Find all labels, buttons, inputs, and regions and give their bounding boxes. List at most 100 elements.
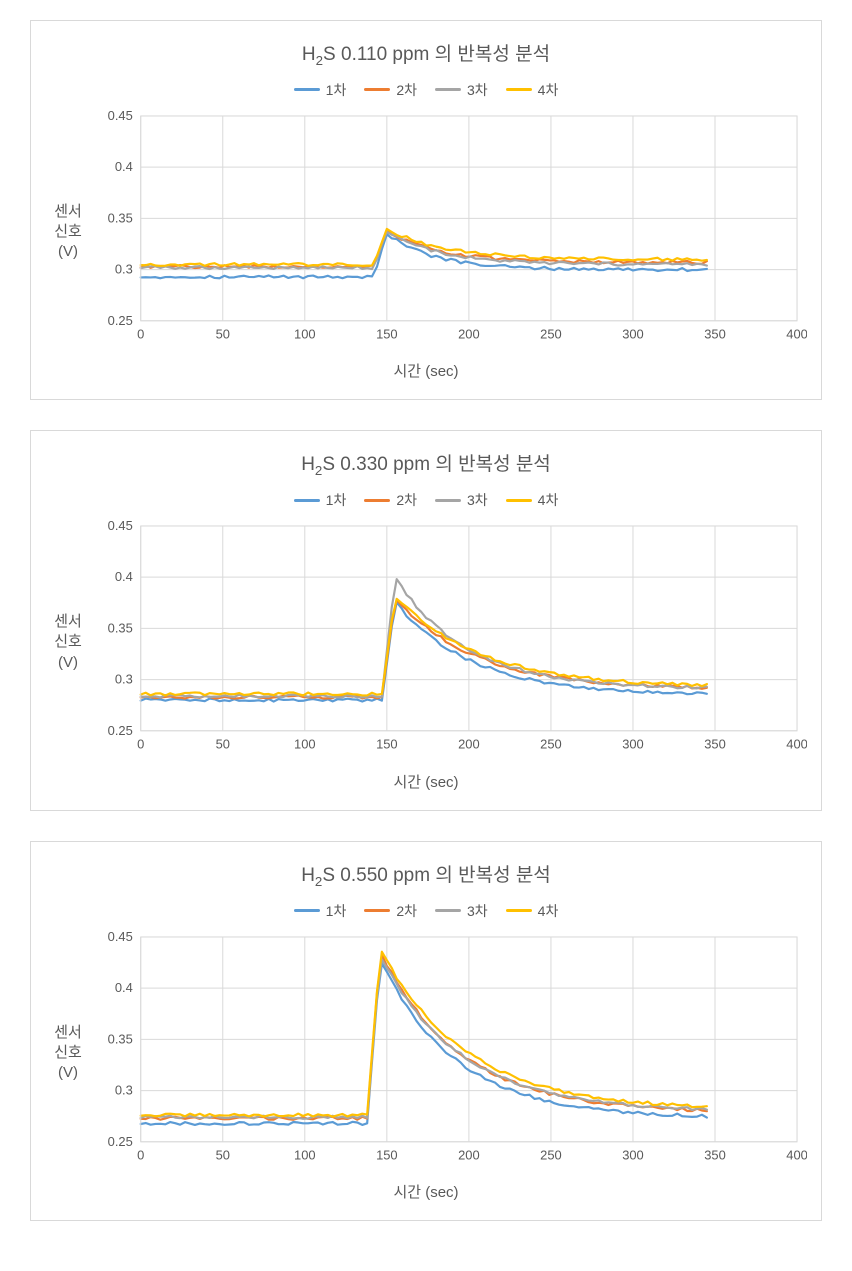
y-tick-label: 0.35 [108,621,133,636]
chart-svg: 0.250.30.350.40.450501001502002503003504… [91,518,807,767]
legend-item: 3차 [435,80,488,100]
x-axis-label: 시간 (sec) [45,771,807,792]
x-tick-label: 300 [622,1147,644,1162]
x-tick-label: 0 [137,1147,144,1162]
chart-legend: 1차 2차 3차 4차 [45,80,807,100]
x-tick-label: 200 [458,327,480,342]
legend-label: 2차 [396,901,417,921]
y-tick-label: 0.45 [108,108,133,123]
y-axis-label: 센서신호(V) [45,202,91,263]
legend-label: 2차 [396,80,417,100]
chart-legend: 1차 2차 3차 4차 [45,901,807,921]
chart-title: H2S 0.550 ppm 의 반복성 분석 [45,860,807,889]
x-tick-label: 50 [216,1147,230,1162]
y-tick-label: 0.25 [108,723,133,738]
legend-label: 4차 [538,80,559,100]
x-tick-label: 300 [622,737,644,752]
legend-item: 4차 [506,901,559,921]
legend-swatch [364,909,390,912]
legend-swatch [435,88,461,91]
legend-label: 2차 [396,490,417,510]
chart-card: H2S 0.550 ppm 의 반복성 분석 1차 2차 3차 4차센서신호(V) 0.2… [30,841,822,1221]
legend-swatch [294,909,320,912]
y-axis-label-line: 센서 [54,1023,82,1043]
chart-body: 센서신호(V)0.250.30.350.40.45050100150200250… [45,108,807,357]
x-tick-label: 300 [622,327,644,342]
legend-label: 4차 [538,490,559,510]
plot-box: 0.250.30.350.40.450501001502002503003504… [91,518,807,767]
y-axis-label-line: 신호 [54,632,82,652]
legend-swatch [364,88,390,91]
legend-swatch [506,909,532,912]
legend-label: 3차 [467,80,488,100]
legend-swatch [435,499,461,502]
x-axis-label: 시간 (sec) [45,360,807,381]
chart-card: H2S 0.330 ppm 의 반복성 분석 1차 2차 3차 4차센서신호(V) 0.2… [30,430,822,810]
x-tick-label: 350 [704,737,726,752]
legend-item: 4차 [506,80,559,100]
legend-label: 4차 [538,901,559,921]
x-axis-label: 시간 (sec) [45,1181,807,1202]
y-tick-label: 0.3 [115,672,133,687]
y-tick-label: 0.25 [108,1133,133,1148]
x-tick-label: 350 [704,327,726,342]
chart-svg: 0.250.30.350.40.450501001502002503003504… [91,929,807,1178]
y-axis-label-line: (V) [58,242,78,262]
legend-label: 1차 [326,490,347,510]
x-tick-label: 150 [376,737,398,752]
x-tick-label: 250 [540,1147,562,1162]
legend-item: 2차 [364,490,417,510]
legend-swatch [506,499,532,502]
y-axis-label: 센서신호(V) [45,612,91,673]
chart-body: 센서신호(V) 0.25 0.3 0.35 0.4 0.45 0 50 100 150 200 250… [45,929,807,1178]
legend-item: 1차 [294,901,347,921]
plot-box: 0.250.30.350.40.450501001502002503003504… [91,929,807,1178]
y-tick-label: 0.4 [115,569,133,584]
x-tick-label: 0 [137,737,144,752]
legend-swatch [435,909,461,912]
y-axis-label: 센서신호(V) [45,1023,91,1084]
legend-item: 2차 [364,901,417,921]
legend-item: 2차 [364,80,417,100]
y-axis-label-line: (V) [58,1063,78,1083]
x-tick-label: 150 [376,1147,398,1162]
x-tick-label: 200 [458,737,480,752]
y-tick-label: 0.45 [108,518,133,533]
legend-label: 3차 [467,490,488,510]
x-tick-label: 0 [137,327,144,342]
legend-item: 1차 [294,490,347,510]
y-tick-label: 0.4 [115,980,133,995]
x-tick-label: 400 [786,737,807,752]
y-axis-label-line: 센서 [54,612,82,632]
y-tick-label: 0.4 [115,159,133,174]
y-axis-label-line: (V) [58,653,78,673]
legend-item: 3차 [435,901,488,921]
x-tick-label: 50 [216,327,230,342]
chart-title: H2S 0.330 ppm 의 반복성 분석 [45,449,807,478]
legend-swatch [294,88,320,91]
x-tick-label: 100 [294,327,316,342]
y-tick-label: 0.25 [108,313,133,328]
y-tick-label: 0.3 [115,1082,133,1097]
chart-svg: 0.250.30.350.40.450501001502002503003504… [91,108,807,357]
y-tick-label: 0.35 [108,1031,133,1046]
chart-card: H2S 0.110 ppm 의 반복성 분석 1차 2차 3차 4차센서신호(V) 0.2… [30,20,822,400]
plot-box: 0.250.30.350.40.450501001502002503003504… [91,108,807,357]
legend-item: 4차 [506,490,559,510]
y-axis-label-line: 신호 [54,1043,82,1063]
legend-swatch [294,499,320,502]
x-tick-label: 200 [458,1147,480,1162]
legend-swatch [364,499,390,502]
legend-label: 1차 [326,80,347,100]
x-tick-label: 250 [540,327,562,342]
legend-label: 1차 [326,901,347,921]
x-tick-label: 400 [786,327,807,342]
x-tick-label: 100 [294,1147,316,1162]
x-tick-label: 150 [376,327,398,342]
y-tick-label: 0.45 [108,929,133,944]
charts-container: H2S 0.110 ppm 의 반복성 분석1차2차3차4차센서신호(V)0.2… [30,20,822,1221]
chart-legend: 1차 2차 3차 4차 [45,490,807,510]
legend-swatch [506,88,532,91]
chart-title: H2S 0.110 ppm 의 반복성 분석 [45,39,807,68]
y-axis-label-line: 신호 [54,222,82,242]
